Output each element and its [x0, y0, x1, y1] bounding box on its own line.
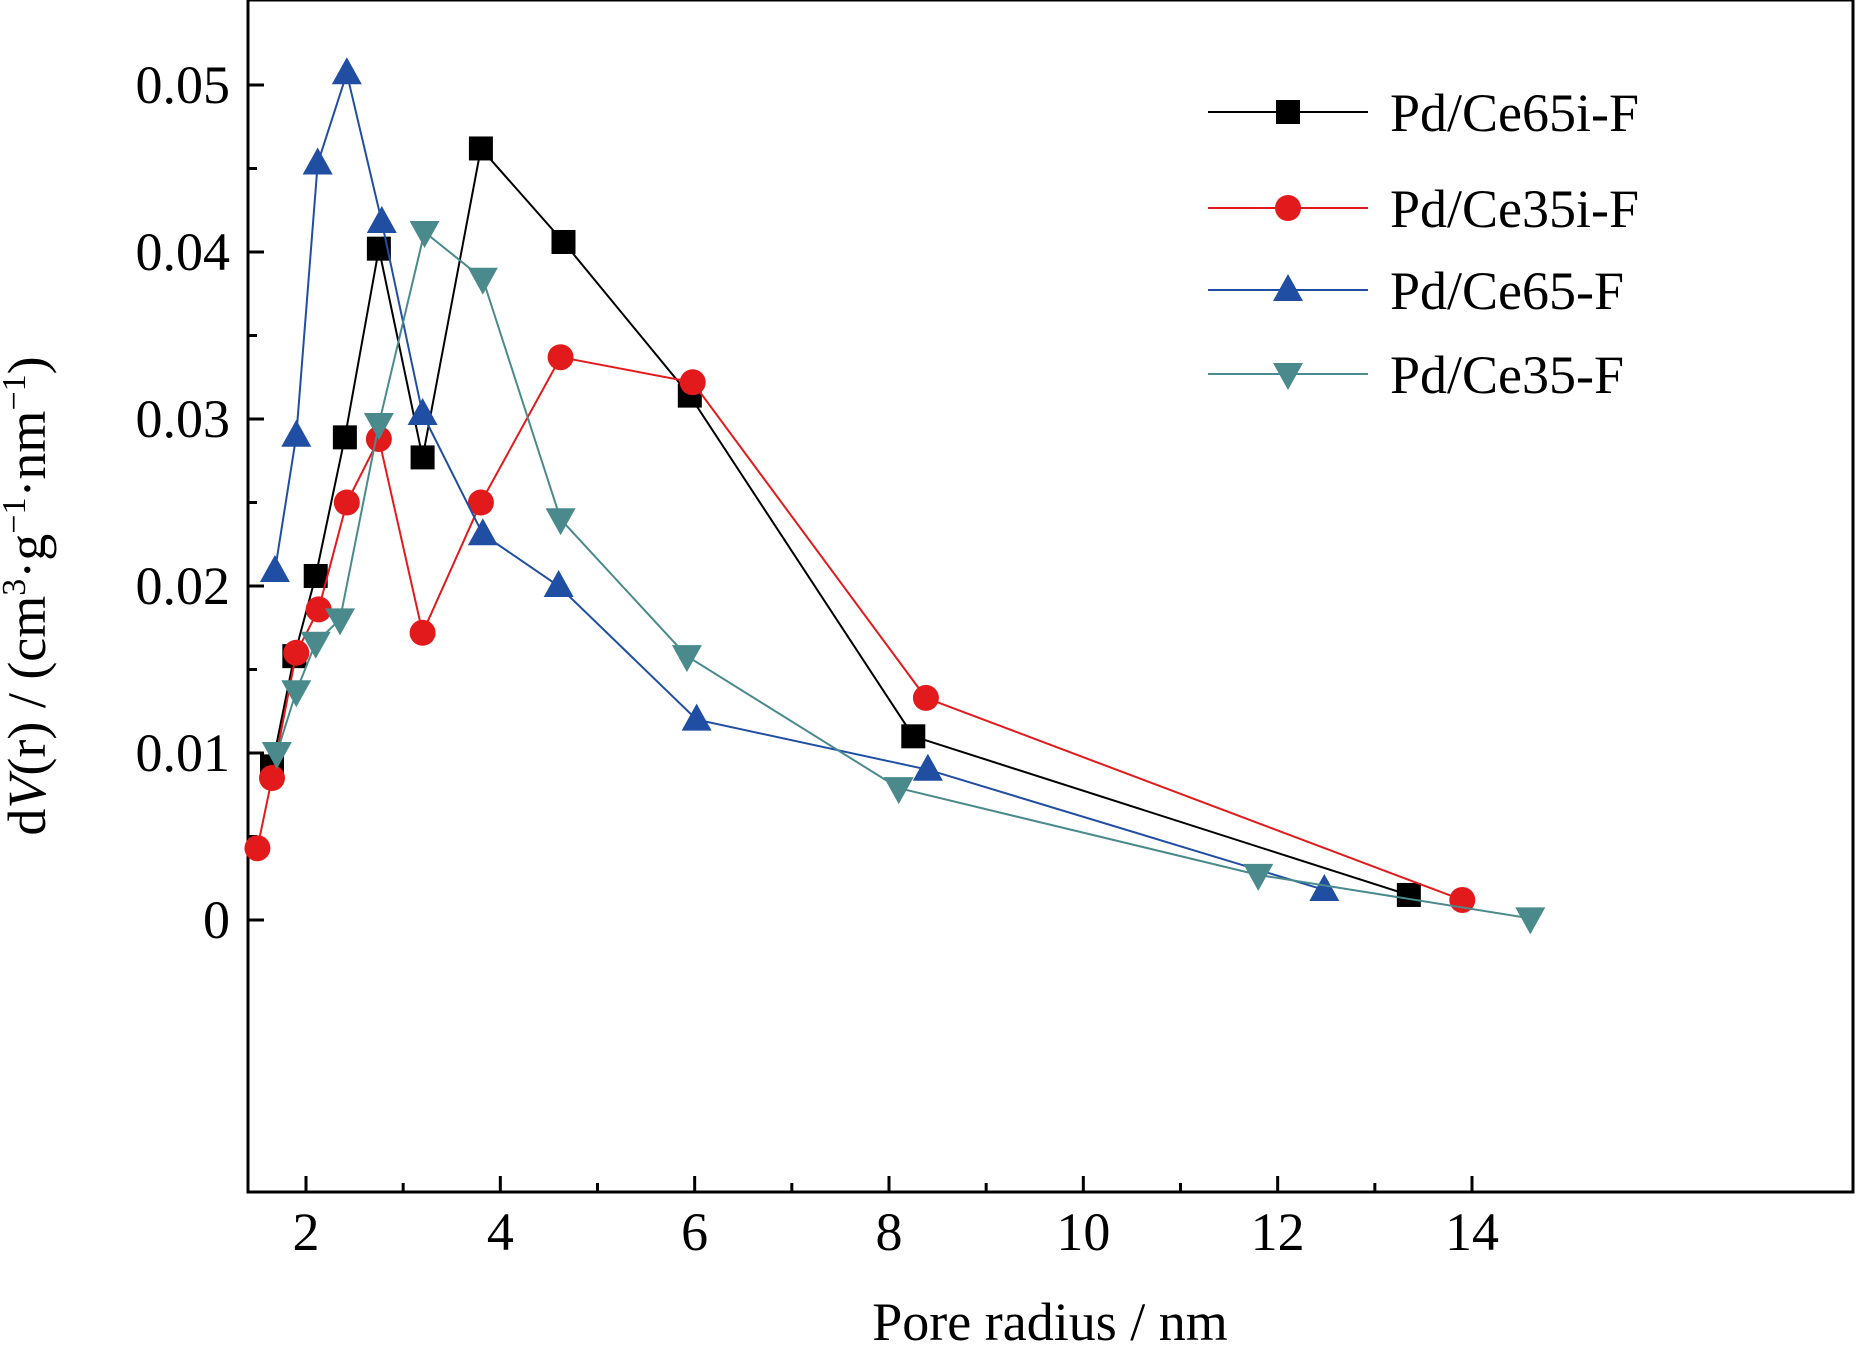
data-point — [468, 136, 493, 161]
legend-label: Pd/Ce65-F — [1390, 261, 1624, 321]
y-tick-label: 0.05 — [136, 55, 231, 115]
legend-label: Pd/Ce35-F — [1390, 345, 1624, 405]
data-point — [912, 753, 943, 781]
data-point — [1396, 882, 1421, 907]
data-point — [545, 508, 576, 536]
legend-marker — [1276, 100, 1300, 124]
y-axis-title-prefix: d — [0, 809, 57, 836]
y-axis-title-sup2: −1 — [0, 498, 33, 534]
data-point — [363, 413, 394, 441]
y-tick-label: 0.02 — [136, 556, 231, 616]
data-point — [325, 608, 356, 636]
y-axis-title-italic: V — [0, 770, 57, 809]
data-point — [912, 684, 939, 711]
legend-entry-pd-ce35i-f: Pd/Ce35i-F — [1208, 179, 1639, 239]
y-tick-label: 0 — [203, 890, 230, 950]
x-tick-label: 10 — [1056, 1202, 1110, 1262]
y-tick-label: 0.03 — [136, 389, 231, 449]
data-point — [261, 742, 292, 769]
legend-marker — [1275, 195, 1301, 221]
data-point — [332, 425, 357, 450]
y-axis-title: dV(r) / (cm3·g−1·nm−1) — [0, 356, 57, 835]
x-tick-label: 14 — [1445, 1202, 1499, 1262]
data-point — [305, 596, 332, 623]
data-point — [681, 703, 712, 731]
y-tick-label: 0.01 — [136, 723, 231, 783]
data-point — [901, 724, 926, 749]
series-pd-ce35-f — [261, 220, 1546, 935]
x-tick-label: 4 — [487, 1202, 514, 1262]
data-point — [671, 645, 702, 673]
data-point — [366, 205, 397, 233]
y-axis-title-sup1: 3 — [0, 579, 33, 596]
y-tick-label: 0.04 — [136, 222, 231, 282]
data-point — [467, 267, 498, 295]
data-point — [467, 518, 498, 546]
data-point — [467, 489, 494, 516]
series-pd-ce35i-f — [244, 344, 1476, 913]
x-tick-label: 6 — [681, 1202, 708, 1262]
data-point — [547, 344, 574, 371]
data-point — [410, 445, 435, 470]
data-point — [883, 777, 914, 805]
legend-entry-pd-ce35-f: Pd/Ce35-F — [1208, 345, 1624, 405]
y-axis-title-rest: (r) / (cm — [0, 596, 57, 776]
data-point — [302, 147, 333, 175]
legend-label: Pd/Ce65i-F — [1390, 83, 1639, 143]
data-point — [1243, 863, 1274, 891]
data-point — [1515, 907, 1546, 935]
x-tick-label: 12 — [1251, 1202, 1305, 1262]
data-point — [551, 229, 576, 254]
legend-entry-pd-ce65-f: Pd/Ce65-F — [1208, 261, 1624, 321]
x-tick-label: 8 — [876, 1202, 903, 1262]
data-point — [1309, 873, 1340, 901]
y-axis-title-sup3: −1 — [0, 374, 33, 410]
series-layer — [244, 57, 1546, 935]
data-point — [409, 220, 440, 248]
data-point — [333, 489, 360, 516]
legend-entry-pd-ce65i-f: Pd/Ce65i-F — [1208, 83, 1639, 143]
y-axis-title-end: ) — [0, 356, 57, 374]
legend-marker — [1273, 274, 1303, 301]
data-point — [407, 397, 438, 425]
legend-label: Pd/Ce35i-F — [1390, 179, 1639, 239]
data-point — [283, 639, 310, 666]
data-point — [303, 563, 328, 588]
data-point — [281, 419, 312, 447]
data-point — [331, 57, 362, 85]
data-point — [543, 570, 574, 597]
y-axis-title-mid2: ·nm — [0, 411, 57, 498]
data-point — [258, 765, 285, 792]
series-pd-ce65-f — [259, 57, 1340, 901]
x-axis-title: Pore radius / nm — [872, 1292, 1227, 1346]
data-point — [409, 619, 436, 646]
x-tick-label: 2 — [293, 1202, 320, 1262]
data-point — [244, 835, 271, 862]
plot-frame — [246, 0, 1855, 1194]
data-point — [281, 680, 312, 708]
data-point — [259, 554, 290, 582]
series-line — [256, 356, 1463, 901]
axis-ticks: 2 4 6 8 10 12 14 0 0.01 0.02 0.03 0.04 0.05 — [136, 55, 1500, 1262]
legend-marker — [1273, 363, 1303, 390]
data-point — [679, 369, 706, 396]
data-point — [300, 631, 331, 659]
legend: Pd/Ce65i-F Pd/Ce35i-F Pd/Ce65-F Pd/Ce35-F — [1208, 83, 1639, 405]
y-axis-title-mid1: ·g — [0, 534, 57, 579]
